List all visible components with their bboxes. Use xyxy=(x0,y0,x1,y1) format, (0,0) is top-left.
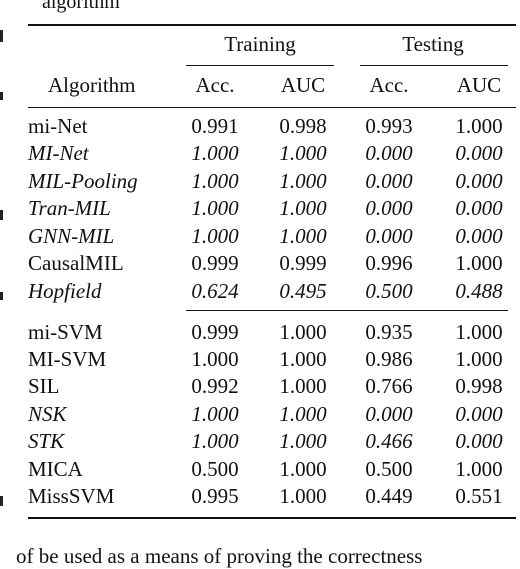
table-row-algorithm: mi-SVM xyxy=(28,320,103,344)
column-header-test-auc: AUC xyxy=(456,73,502,97)
table-cell: 1.000 xyxy=(191,141,239,165)
table-cell: 0.999 xyxy=(191,320,239,344)
margin-mark xyxy=(0,30,3,42)
table-cell: 0.996 xyxy=(365,251,413,275)
group-rule-training xyxy=(186,65,334,66)
table-cell: 0.000 xyxy=(365,141,413,165)
table-row-algorithm: MI-Net xyxy=(28,141,89,165)
table-cell: 1.000 xyxy=(279,374,327,398)
table-cell: 1.000 xyxy=(279,402,327,426)
table-row-algorithm: SIL xyxy=(28,374,60,398)
table-row-algorithm: MIL-Pooling xyxy=(28,169,138,193)
table-top-rule xyxy=(28,24,516,26)
table-row-algorithm: MI-SVM xyxy=(28,347,107,371)
table-cell: 0.488 xyxy=(455,279,503,303)
table-cell: 0.766 xyxy=(365,374,413,398)
header-bottom-rule xyxy=(28,107,516,108)
table-row-algorithm: NSK xyxy=(28,402,67,426)
table-cell: 1.000 xyxy=(455,251,503,275)
table-cell: 0.993 xyxy=(365,114,413,138)
table-cell: 0.000 xyxy=(455,429,503,453)
table-cell: 0.991 xyxy=(191,114,239,138)
table-cell: 0.449 xyxy=(365,484,413,508)
table-cell: 0.000 xyxy=(455,141,503,165)
table-cell: 1.000 xyxy=(191,429,239,453)
following-text-fragment: of be used as a means of proving the cor… xyxy=(16,544,423,568)
table-cell: 0.935 xyxy=(365,320,413,344)
table-cell: 1.000 xyxy=(279,457,327,481)
table-cell: 1.000 xyxy=(191,169,239,193)
group-header-training: Training xyxy=(224,32,296,56)
table-cell: 0.500 xyxy=(365,457,413,481)
table-bottom-rule xyxy=(28,517,516,519)
group-separator-rule xyxy=(186,310,508,311)
table-cell: 0.000 xyxy=(455,224,503,248)
table-cell: 0.466 xyxy=(365,429,413,453)
margin-mark xyxy=(0,496,3,506)
table-cell: 1.000 xyxy=(455,320,503,344)
table-row-algorithm: STK xyxy=(28,429,65,453)
table-cell: 0.000 xyxy=(365,169,413,193)
table-cell: 1.000 xyxy=(191,196,239,220)
table-cell: 0.998 xyxy=(455,374,503,398)
margin-mark xyxy=(0,92,3,100)
table-row-algorithm: CausalMIL xyxy=(28,251,124,275)
table-cell: 0.000 xyxy=(365,196,413,220)
column-header-algorithm: Algorithm xyxy=(48,73,136,97)
table-cell: 0.999 xyxy=(191,251,239,275)
table-row-algorithm: mi-Net xyxy=(28,114,88,138)
table-cell: 0.000 xyxy=(455,196,503,220)
table-cell: 0.995 xyxy=(191,484,239,508)
table-cell: 1.000 xyxy=(279,320,327,344)
table-cell: 0.999 xyxy=(279,251,327,275)
table-cell: 1.000 xyxy=(455,347,503,371)
table-cell: 1.000 xyxy=(279,347,327,371)
table-cell: 0.500 xyxy=(365,279,413,303)
table-cell: 1.000 xyxy=(455,457,503,481)
table-cell: 1.000 xyxy=(279,169,327,193)
table-row-algorithm: Tran-MIL xyxy=(28,196,111,220)
table-row-algorithm: GNN-MIL xyxy=(28,224,115,248)
table-cell: 0.000 xyxy=(455,402,503,426)
table-cell: 1.000 xyxy=(279,484,327,508)
table-cell: 1.000 xyxy=(279,141,327,165)
table-cell: 0.000 xyxy=(365,402,413,426)
table-cell: 1.000 xyxy=(279,224,327,248)
table-cell: 1.000 xyxy=(191,347,239,371)
table-cell: 1.000 xyxy=(191,224,239,248)
table-row-algorithm: Hopfield xyxy=(28,279,102,303)
table-cell: 0.998 xyxy=(279,114,327,138)
table-cell: 1.000 xyxy=(455,114,503,138)
column-header-train-acc: Acc. xyxy=(195,73,235,97)
preceding-text-fragment: algorithm xyxy=(42,0,120,13)
table-cell: 0.000 xyxy=(455,169,503,193)
table-cell: 0.992 xyxy=(191,374,239,398)
table-cell: 0.986 xyxy=(365,347,413,371)
table-cell: 0.495 xyxy=(279,279,327,303)
margin-mark xyxy=(0,210,3,220)
table-cell: 0.624 xyxy=(191,279,239,303)
table-row-algorithm: MICA xyxy=(28,457,83,481)
column-header-test-acc: Acc. xyxy=(369,73,409,97)
table-cell: 0.500 xyxy=(191,457,239,481)
table-cell: 1.000 xyxy=(279,196,327,220)
table-cell: 1.000 xyxy=(279,429,327,453)
column-header-train-auc: AUC xyxy=(280,73,326,97)
margin-mark xyxy=(0,292,3,300)
table-cell: 0.551 xyxy=(455,484,503,508)
group-header-testing: Testing xyxy=(402,32,464,56)
table-cell: 1.000 xyxy=(191,402,239,426)
group-rule-testing xyxy=(360,65,508,66)
table-row-algorithm: MissSVM xyxy=(28,484,115,508)
table-cell: 0.000 xyxy=(365,224,413,248)
